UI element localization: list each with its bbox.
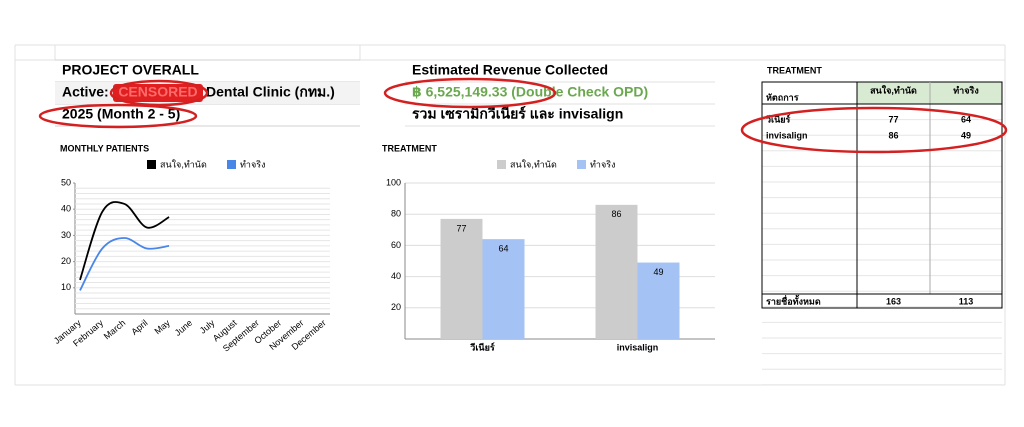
total-cell: รายชื่อทั้งหมด <box>766 294 821 306</box>
table-border <box>761 81 1003 309</box>
x-tick-label: March <box>102 318 128 342</box>
annotations <box>38 77 1008 154</box>
y-tick-label: 60 <box>391 240 401 250</box>
y-tick-label: 20 <box>391 302 401 312</box>
period: 2025 (Month 2 - 5) <box>62 106 180 122</box>
cell: 64 <box>961 114 971 124</box>
cell: 77 <box>888 114 898 124</box>
legend-swatch <box>227 160 236 169</box>
chart-title: MONTHLY PATIENTS <box>60 143 149 153</box>
sheet-grid <box>14 44 1006 386</box>
column-header: หัตถการ <box>766 92 799 102</box>
line-series <box>79 201 170 281</box>
cell: invisalign <box>766 130 808 140</box>
revenue-note: รวม เซรามิกวีเนียร์ และ invisalign <box>412 106 623 122</box>
y-tick-label: 20 <box>61 256 71 266</box>
total-cell: 163 <box>886 296 901 306</box>
active-label: Active: <box>62 84 109 100</box>
cell: 86 <box>888 130 898 140</box>
chart-title: TREATMENT <box>382 143 437 153</box>
legend-label: สนใจ,ทำนัด <box>160 159 207 169</box>
line-series <box>79 237 170 291</box>
legend-swatch <box>147 160 156 169</box>
x-tick-label: April <box>129 318 149 337</box>
column-header: ทำจริง <box>953 85 979 95</box>
data-label: 86 <box>611 209 621 219</box>
bar <box>637 262 680 339</box>
y-tick-label: 100 <box>386 177 401 187</box>
cell: 49 <box>961 130 971 140</box>
bar <box>482 239 525 339</box>
x-tick-label: June <box>173 318 194 338</box>
annotation <box>109 79 209 107</box>
table: TREATMENT หัตถการ สนใจ,ทำนัด ทำจริงวีเนียร์… <box>761 65 1003 386</box>
y-tick-label: 50 <box>61 177 71 187</box>
y-tick-label: 40 <box>61 204 71 214</box>
y-tick-label: 30 <box>61 230 71 240</box>
charts: MONTHLY PATIENTS สนใจ,ทำนัด ทำจริง 10 20 30 40… <box>52 143 715 354</box>
revenue-title: Estimated Revenue Collected <box>412 62 608 78</box>
bar <box>440 218 483 339</box>
cell: วีเนียร์ <box>765 113 791 124</box>
bar <box>595 204 638 339</box>
annotation <box>38 103 198 129</box>
x-tick-label: May <box>152 317 172 336</box>
x-tick-label: วีเนียร์ <box>469 341 495 352</box>
x-tick-label: invisalign <box>617 342 659 352</box>
censor-box <box>113 84 203 102</box>
data-label: 77 <box>456 223 466 233</box>
annotation <box>740 106 1008 154</box>
clinic: Dental Clinic (กทม.) <box>206 84 335 100</box>
total-cell: 113 <box>959 296 974 306</box>
legend-label: ทำจริง <box>240 159 266 169</box>
data-label: 64 <box>498 244 508 254</box>
table-title: TREATMENT <box>767 65 822 75</box>
legend-swatch <box>497 160 506 169</box>
legend-swatch <box>577 160 586 169</box>
title: PROJECT OVERALL <box>62 62 199 78</box>
annotation <box>383 77 557 109</box>
censored: CENSORED <box>118 84 197 100</box>
legend-label: ทำจริง <box>590 159 616 169</box>
revenue-amount: ฿ 6,525,149.33 (Double Check OPD) <box>412 84 648 100</box>
y-tick-label: 80 <box>391 209 401 219</box>
y-tick-label: 40 <box>391 271 401 281</box>
legend-label: สนใจ,ทำนัด <box>510 159 557 169</box>
y-tick-label: 10 <box>61 282 71 292</box>
column-header: สนใจ,ทำนัด <box>870 84 917 95</box>
data-label: 49 <box>653 267 663 277</box>
